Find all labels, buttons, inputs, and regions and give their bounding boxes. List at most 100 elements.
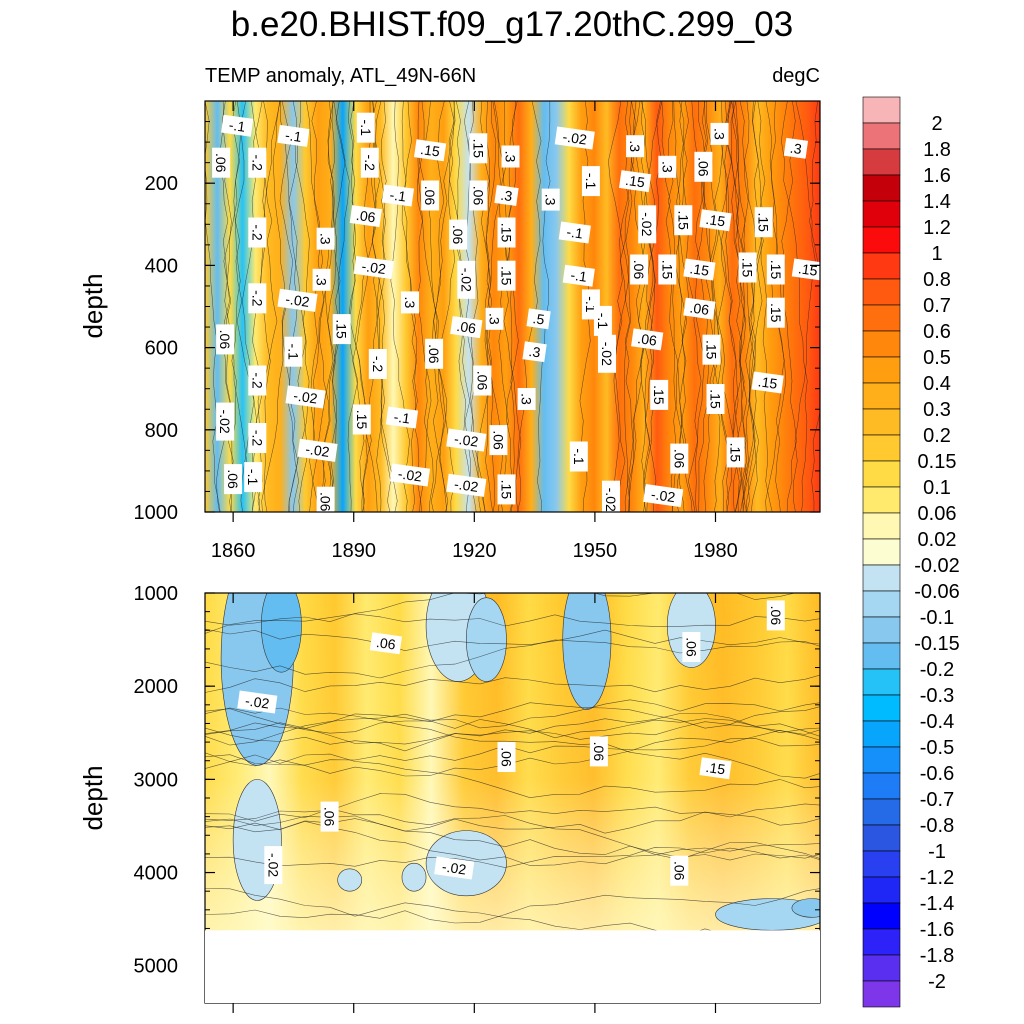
contour-label-box bbox=[385, 406, 419, 429]
colorbar-label: 0.8 bbox=[923, 269, 951, 291]
x-tick-label: 1950 bbox=[573, 540, 618, 562]
contour-label: -.02 bbox=[277, 288, 318, 312]
contour-label: .06 bbox=[449, 219, 468, 250]
contour-label-box bbox=[699, 757, 732, 780]
contour-line bbox=[375, 101, 386, 512]
contour-line bbox=[742, 101, 762, 512]
contour-line bbox=[418, 101, 456, 512]
colorbar-label: 0.3 bbox=[923, 399, 951, 421]
contour-label-text: .06 bbox=[213, 153, 229, 173]
colorbar-swatch bbox=[862, 434, 901, 462]
colorbar-swatch bbox=[862, 902, 901, 930]
contour-line bbox=[205, 729, 820, 777]
colorbar-label: 0.2 bbox=[923, 425, 951, 447]
contour-label-box bbox=[501, 145, 520, 168]
contour-label-box bbox=[360, 147, 379, 178]
contour-label: .3 bbox=[312, 268, 331, 291]
colorbar-label: 1 bbox=[931, 243, 942, 265]
contour-label-box bbox=[710, 122, 729, 145]
contour-label: -.02 bbox=[598, 334, 616, 373]
contour-label-box bbox=[221, 114, 254, 137]
contour-label-text: -.02 bbox=[292, 387, 318, 406]
contour-label-text: .3 bbox=[789, 140, 803, 157]
contour-line bbox=[746, 101, 766, 512]
contour-label-box bbox=[316, 486, 335, 517]
contour-label: .15 bbox=[674, 205, 693, 236]
colorbar-swatch bbox=[862, 564, 901, 592]
contour-line bbox=[417, 101, 448, 512]
contour-label-text: -.1 bbox=[228, 117, 247, 135]
contour-line bbox=[205, 628, 820, 652]
contour-line bbox=[205, 706, 820, 752]
contour-label: .06 bbox=[630, 254, 649, 285]
contour-label-box bbox=[766, 297, 785, 328]
contour-label-box bbox=[248, 423, 267, 453]
contour-label-box bbox=[497, 260, 516, 291]
colorbar-label: -0.6 bbox=[920, 763, 954, 785]
contour-line bbox=[731, 101, 747, 512]
contour-label-text: .15 bbox=[705, 759, 727, 778]
contour-label-box bbox=[425, 338, 444, 369]
contour-label: -.02 bbox=[285, 385, 326, 409]
colorbar-swatch bbox=[862, 330, 901, 358]
contour-line bbox=[272, 101, 299, 512]
contour-label-text: .06 bbox=[591, 742, 607, 762]
contour-label-text: -.2 bbox=[249, 372, 265, 389]
contour-label: .3 bbox=[522, 341, 547, 363]
cold-anomaly bbox=[791, 898, 820, 918]
contour-label-box bbox=[473, 365, 492, 396]
contour-line bbox=[205, 702, 820, 735]
contour-label: -.02 bbox=[446, 428, 487, 452]
contour-label-text: .15 bbox=[705, 211, 727, 230]
contour-line bbox=[205, 699, 820, 746]
contour-label: .3 bbox=[501, 145, 520, 168]
contour-label-text: .15 bbox=[756, 212, 772, 232]
contour-label: .06 bbox=[683, 297, 716, 320]
y-tick-label: 1000 bbox=[134, 583, 179, 605]
colorbar-swatch bbox=[862, 798, 901, 826]
contour-label: -.1 bbox=[581, 166, 600, 197]
contour-label-text: -.02 bbox=[244, 692, 270, 711]
contour-line bbox=[205, 888, 762, 933]
colorbar-swatch bbox=[862, 304, 901, 332]
contour-label-text: -.02 bbox=[562, 128, 588, 147]
contour-line bbox=[611, 101, 634, 512]
contour-label-box bbox=[248, 283, 267, 314]
contour-label-text: -.2 bbox=[362, 155, 378, 172]
contour-label-text: .3 bbox=[627, 140, 643, 152]
colorbar-swatch bbox=[862, 850, 901, 878]
contour-label-text: -.02 bbox=[639, 212, 655, 236]
contour-label-text: -.1 bbox=[570, 267, 589, 285]
contour-label: .06 bbox=[425, 338, 444, 369]
contour-label: .06 bbox=[589, 736, 608, 767]
contour-label-text: -.1 bbox=[284, 127, 303, 145]
contour-label-box bbox=[277, 124, 310, 147]
contour-label: -.02 bbox=[446, 473, 487, 497]
contour-label: .06 bbox=[320, 801, 339, 832]
contour-line bbox=[449, 101, 471, 512]
contour-label-text: -.02 bbox=[453, 476, 479, 495]
contour-line bbox=[205, 674, 820, 693]
colorbar-label: -1.8 bbox=[920, 945, 954, 967]
contour-label-box bbox=[658, 254, 677, 285]
contour-line bbox=[205, 793, 820, 826]
contour-label-box bbox=[224, 464, 243, 495]
contour-line bbox=[740, 101, 763, 512]
contour-label: .3 bbox=[494, 185, 519, 206]
contour-label-text: .06 bbox=[695, 157, 711, 177]
contour-label-text: .3 bbox=[500, 187, 514, 204]
contour-label-box bbox=[216, 402, 235, 441]
colorbar-label: -0.8 bbox=[920, 815, 954, 837]
contour-label-text: .15 bbox=[704, 340, 720, 360]
contour-label-text: .3 bbox=[543, 194, 559, 206]
contour-label-text: .3 bbox=[318, 233, 334, 245]
contour-line bbox=[468, 101, 481, 512]
y-tick-label: 4000 bbox=[134, 863, 179, 885]
chart-subtitle-left: TEMP anomaly, ATL_49N-66N bbox=[205, 65, 476, 87]
contour-label: .06 bbox=[682, 632, 701, 662]
contour-label-text: .15 bbox=[470, 139, 486, 159]
x-tick-label: 1860 bbox=[211, 540, 256, 562]
contour-label-box bbox=[216, 324, 235, 355]
contour-line bbox=[205, 803, 820, 834]
contour-label-text: -.02 bbox=[217, 410, 233, 434]
